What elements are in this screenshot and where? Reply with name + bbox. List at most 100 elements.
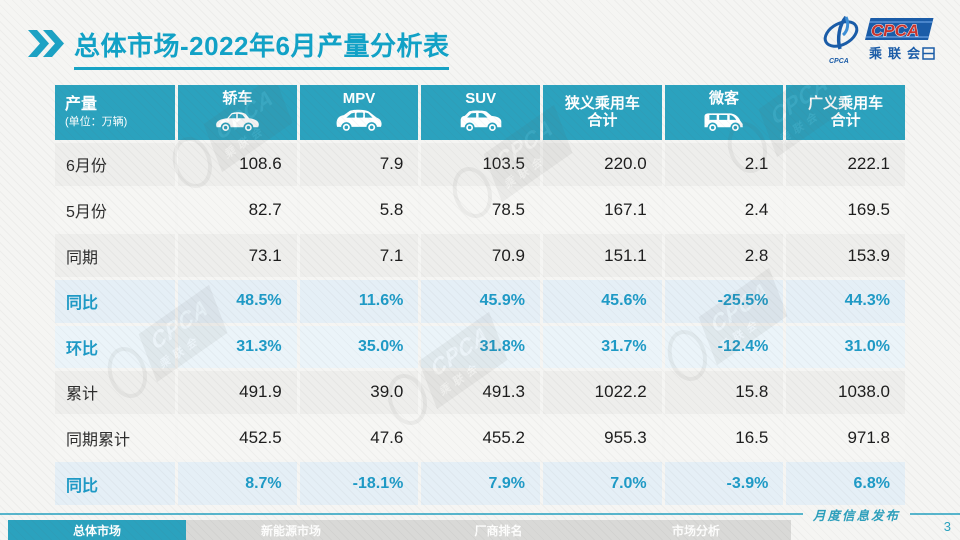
column-label: MPV [342,90,376,108]
value-cell: 153.9 [786,234,905,277]
row-label: 6月份 [55,143,175,186]
value-cell: 491.9 [178,371,297,414]
value-cell: 108.6 [178,143,297,186]
value-cell: 11.6% [299,279,419,323]
value-cell: 15.8 [664,371,784,414]
value-cell: 2.4 [664,188,784,232]
value-cell: 7.9 [299,143,419,186]
value-cell: 31.0% [786,325,905,369]
value-cell: 44.3% [786,279,905,323]
table-row-同比: 同比 8.7% -18.1% 7.9% 7.0% -3.9% 6.8% [55,462,905,505]
publication-label: 月度信息发布 [802,505,910,524]
value-cell: 6.8% [786,462,905,505]
table-header-row: 产量 (单位：万辆) 轿车 MPV SUV 狭义乘用车 合计 微客 广义乘用车 合计 [55,85,905,140]
value-cell: 31.3% [178,325,297,369]
table-body: 6月份 108.6 7.9 103.5 220.0 2.1 222.1 5月份 82.7 5.8 7… [55,143,905,505]
table-row-同期累计: 同期累计 452.5 47.6 455.2 955.3 16.5 971.8 [55,416,905,460]
table-corner-cell: 产量 (单位：万辆) [55,85,175,140]
microvan-icon [698,109,750,134]
column-header-6: 广义乘用车 合计 [786,85,905,140]
cpca-logo: CPCA CPCA 乘联会 [820,12,938,66]
footer-tab-新能源市场[interactable]: 新能源市场 [186,520,396,540]
value-cell: 31.7% [542,325,662,369]
logo-name: CPCA [871,21,919,40]
column-header-3: SUV [421,85,540,140]
value-cell: 16.5 [664,416,784,460]
value-cell: 78.5 [421,188,540,232]
table-row-环比: 环比 31.3% 35.0% 31.8% 31.7% -12.4% 31.0% [55,325,905,369]
column-label: 广义乘用车 [808,94,884,112]
row-label: 同比 [55,279,175,323]
value-cell: 491.3 [421,371,540,414]
value-cell: 452.5 [178,416,297,460]
row-label: 环比 [55,325,175,369]
table-row-同期: 同期 73.1 7.1 70.9 151.1 2.8 153.9 [55,234,905,277]
footer-tab-市场分析[interactable]: 市场分析 [601,520,791,540]
column-label: SUV [465,90,497,108]
value-cell: 48.5% [178,279,297,323]
value-cell: -3.9% [664,462,784,505]
value-cell: 39.0 [299,371,419,414]
value-cell: 167.1 [542,188,662,232]
value-cell: -12.4% [664,325,784,369]
value-cell: 31.8% [421,325,540,369]
value-cell: 45.6% [542,279,662,323]
row-label: 5月份 [55,188,175,232]
value-cell: 45.9% [421,279,540,323]
value-cell: -25.5% [664,279,784,323]
value-cell: 47.6 [299,416,419,460]
table-row-5月份: 5月份 82.7 5.8 78.5 167.1 2.4 169.5 [55,188,905,232]
column-sublabel: 合计 [830,111,861,129]
suv-icon [455,109,507,134]
value-cell: 971.8 [786,416,905,460]
value-cell: 70.9 [421,234,540,277]
row-label: 累计 [55,371,175,414]
table-row-同比: 同比 48.5% 11.6% 45.9% 45.6% -25.5% 44.3% [55,279,905,323]
value-cell: 1038.0 [786,371,905,414]
value-cell: 8.7% [178,462,297,505]
column-header-1: 轿车 [178,85,297,140]
value-cell: 222.1 [786,143,905,186]
footer-tab-bar: 总体市场 新能源市场 厂商排名 市场分析 [8,520,791,540]
value-cell: 5.8 [299,188,419,232]
mpv-icon [332,109,386,134]
row-label: 同期 [55,234,175,277]
value-cell: 1022.2 [542,371,662,414]
value-cell: 151.1 [542,234,662,277]
cpca-logo-icon: CPCA CPCA 乘联会 [823,15,935,65]
value-cell: -18.1% [299,462,419,505]
value-cell: 82.7 [178,188,297,232]
footer-tab-总体市场[interactable]: 总体市场 [8,520,186,540]
corner-title: 产量 [65,96,98,114]
value-cell: 455.2 [421,416,540,460]
title-row: 总体市场-2022年6月产量分析表 [28,26,450,70]
value-cell: 2.1 [664,143,784,186]
column-label: 微客 [708,90,739,108]
table-row-累计: 累计 491.9 39.0 491.3 1022.2 15.8 1038.0 [55,371,905,414]
footer-tab-厂商排名[interactable]: 厂商排名 [396,520,601,540]
table-row-6月份: 6月份 108.6 7.9 103.5 220.0 2.1 222.1 [55,143,905,186]
value-cell: 169.5 [786,188,905,232]
value-cell: 2.8 [664,234,784,277]
column-label: 轿车 [222,90,253,108]
logo-emblem-caption: CPCA [829,58,849,65]
value-cell: 35.0% [299,325,419,369]
column-header-2: MPV [299,85,419,140]
value-cell: 103.5 [421,143,540,186]
row-label: 同比 [55,462,175,505]
value-cell: 7.1 [299,234,419,277]
footer-divider-line [0,513,960,515]
sedan-icon [211,109,263,134]
column-header-4: 狭义乘用车 合计 [542,85,662,140]
production-table: 产量 (单位：万辆) 轿车 MPV SUV 狭义乘用车 合计 微客 广义乘用车 合计 6月份 1… [55,85,905,505]
value-cell: 220.0 [542,143,662,186]
value-cell: 73.1 [178,234,297,277]
value-cell: 955.3 [542,416,662,460]
logo-subtitle: 乘联会 [868,46,926,61]
value-cell: 7.9% [421,462,540,505]
double-chevron-icon [28,30,64,57]
value-cell: 7.0% [542,462,662,505]
column-sublabel: 合计 [587,111,618,129]
column-label: 狭义乘用车 [564,94,640,112]
